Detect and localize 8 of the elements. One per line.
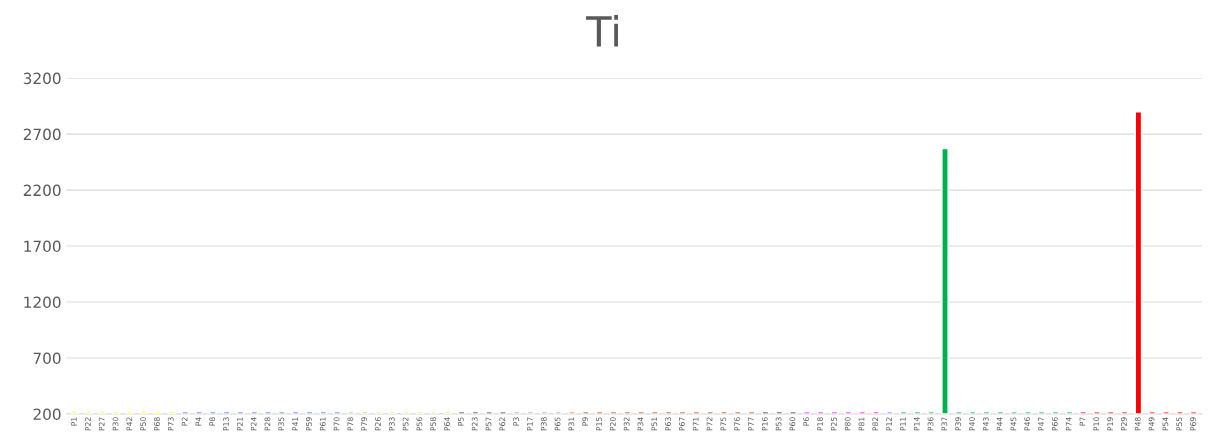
y-tick-label: 700 [33,352,61,365]
y-tick-label: 2200 [23,184,61,197]
chart-title: Ti [586,14,618,47]
y-tick-label: 2700 [23,128,61,141]
y-tick-label: 200 [33,408,61,420]
y-tick-label: 1200 [24,296,61,309]
y-tick-label: 1700 [24,240,61,253]
y-tick-label: 3200 [23,72,61,85]
